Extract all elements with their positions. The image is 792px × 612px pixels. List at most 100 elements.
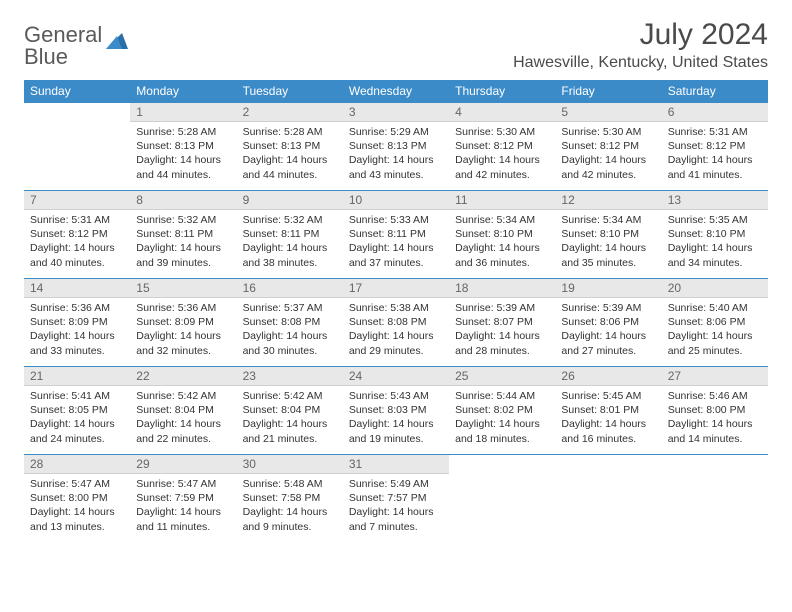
daylight-line: Daylight: 14 hours and 41 minutes. (668, 153, 762, 181)
day-data: Sunrise: 5:36 AMSunset: 8:09 PMDaylight:… (130, 298, 236, 362)
day-number: 1 (130, 103, 236, 122)
sunrise-line: Sunrise: 5:48 AM (243, 477, 337, 491)
day-data: Sunrise: 5:29 AMSunset: 8:13 PMDaylight:… (343, 122, 449, 186)
sunset-line: Sunset: 8:12 PM (561, 139, 655, 153)
sunset-line: Sunset: 8:04 PM (136, 403, 230, 417)
day-number: 8 (130, 191, 236, 210)
daylight-line: Daylight: 14 hours and 42 minutes. (455, 153, 549, 181)
sunrise-line: Sunrise: 5:43 AM (349, 389, 443, 403)
sunset-line: Sunset: 8:09 PM (30, 315, 124, 329)
sunrise-line: Sunrise: 5:47 AM (30, 477, 124, 491)
sunset-line: Sunset: 7:57 PM (349, 491, 443, 505)
day-data: Sunrise: 5:36 AMSunset: 8:09 PMDaylight:… (24, 298, 130, 362)
calendar-day-cell: 13Sunrise: 5:35 AMSunset: 8:10 PMDayligh… (662, 191, 768, 279)
sunset-line: Sunset: 8:06 PM (561, 315, 655, 329)
sunrise-line: Sunrise: 5:28 AM (136, 125, 230, 139)
day-data: Sunrise: 5:38 AMSunset: 8:08 PMDaylight:… (343, 298, 449, 362)
daylight-line: Daylight: 14 hours and 35 minutes. (561, 241, 655, 269)
logo: General Blue (24, 24, 128, 68)
calendar-day-cell (662, 455, 768, 543)
sunrise-line: Sunrise: 5:29 AM (349, 125, 443, 139)
sunrise-line: Sunrise: 5:31 AM (668, 125, 762, 139)
daylight-line: Daylight: 14 hours and 11 minutes. (136, 505, 230, 533)
calendar-week-row: 14Sunrise: 5:36 AMSunset: 8:09 PMDayligh… (24, 279, 768, 367)
calendar-day-cell: 6Sunrise: 5:31 AMSunset: 8:12 PMDaylight… (662, 103, 768, 191)
calendar-week-row: 7Sunrise: 5:31 AMSunset: 8:12 PMDaylight… (24, 191, 768, 279)
calendar-day-cell: 30Sunrise: 5:48 AMSunset: 7:58 PMDayligh… (237, 455, 343, 543)
day-data: Sunrise: 5:45 AMSunset: 8:01 PMDaylight:… (555, 386, 661, 450)
calendar-day-cell: 22Sunrise: 5:42 AMSunset: 8:04 PMDayligh… (130, 367, 236, 455)
calendar-day-cell: 26Sunrise: 5:45 AMSunset: 8:01 PMDayligh… (555, 367, 661, 455)
sunrise-line: Sunrise: 5:28 AM (243, 125, 337, 139)
calendar-day-cell: 20Sunrise: 5:40 AMSunset: 8:06 PMDayligh… (662, 279, 768, 367)
weekday-header: Wednesday (343, 80, 449, 103)
sunrise-line: Sunrise: 5:46 AM (668, 389, 762, 403)
location: Hawesville, Kentucky, United States (513, 54, 768, 72)
day-data: Sunrise: 5:39 AMSunset: 8:06 PMDaylight:… (555, 298, 661, 362)
calendar-day-cell: 11Sunrise: 5:34 AMSunset: 8:10 PMDayligh… (449, 191, 555, 279)
day-number: 28 (24, 455, 130, 474)
day-data: Sunrise: 5:41 AMSunset: 8:05 PMDaylight:… (24, 386, 130, 450)
day-data: Sunrise: 5:42 AMSunset: 8:04 PMDaylight:… (130, 386, 236, 450)
day-data: Sunrise: 5:39 AMSunset: 8:07 PMDaylight:… (449, 298, 555, 362)
sunrise-line: Sunrise: 5:30 AM (561, 125, 655, 139)
weekday-header: Tuesday (237, 80, 343, 103)
daylight-line: Daylight: 14 hours and 28 minutes. (455, 329, 549, 357)
sunset-line: Sunset: 8:10 PM (455, 227, 549, 241)
day-data: Sunrise: 5:28 AMSunset: 8:13 PMDaylight:… (237, 122, 343, 186)
calendar-day-cell: 17Sunrise: 5:38 AMSunset: 8:08 PMDayligh… (343, 279, 449, 367)
day-data: Sunrise: 5:40 AMSunset: 8:06 PMDaylight:… (662, 298, 768, 362)
sunset-line: Sunset: 8:00 PM (30, 491, 124, 505)
calendar-day-cell: 19Sunrise: 5:39 AMSunset: 8:06 PMDayligh… (555, 279, 661, 367)
calendar-day-cell: 21Sunrise: 5:41 AMSunset: 8:05 PMDayligh… (24, 367, 130, 455)
sunset-line: Sunset: 8:12 PM (455, 139, 549, 153)
daylight-line: Daylight: 14 hours and 24 minutes. (30, 417, 124, 445)
day-number: 23 (237, 367, 343, 386)
day-number: 12 (555, 191, 661, 210)
day-number: 24 (343, 367, 449, 386)
day-data: Sunrise: 5:32 AMSunset: 8:11 PMDaylight:… (237, 210, 343, 274)
calendar-day-cell: 18Sunrise: 5:39 AMSunset: 8:07 PMDayligh… (449, 279, 555, 367)
calendar-day-cell (449, 455, 555, 543)
sunset-line: Sunset: 8:02 PM (455, 403, 549, 417)
sunrise-line: Sunrise: 5:34 AM (561, 213, 655, 227)
title-block: July 2024 Hawesville, Kentucky, United S… (513, 18, 768, 72)
daylight-line: Daylight: 14 hours and 7 minutes. (349, 505, 443, 533)
calendar-week-row: 28 Sunrise: 5:47 AMSunset: 8:00 PM Dayligh… (24, 455, 768, 543)
sunrise-line: Sunrise: 5:35 AM (668, 213, 762, 227)
sunset-line: Sunset: 8:05 PM (30, 403, 124, 417)
day-data: Sunrise: 5:34 AMSunset: 8:10 PMDaylight:… (555, 210, 661, 274)
daylight-line: Daylight: 14 hours and 18 minutes. (455, 417, 549, 445)
day-data: Sunrise: 5:37 AMSunset: 8:08 PMDaylight:… (237, 298, 343, 362)
sunrise-line: Sunrise: 5:41 AM (30, 389, 124, 403)
day-data: Sunrise: 5:43 AMSunset: 8:03 PMDaylight:… (343, 386, 449, 450)
daylight-line: Daylight: 14 hours and 36 minutes. (455, 241, 549, 269)
sunset-line: Sunset: 8:08 PM (243, 315, 337, 329)
calendar-day-cell: 12Sunrise: 5:34 AMSunset: 8:10 PMDayligh… (555, 191, 661, 279)
daylight-line: Daylight: 14 hours and 37 minutes. (349, 241, 443, 269)
day-number: 4 (449, 103, 555, 122)
sunrise-line: Sunrise: 5:36 AM (136, 301, 230, 315)
triangle-icon (106, 31, 128, 54)
sunset-line: Sunset: 8:11 PM (349, 227, 443, 241)
calendar-day-cell: 29Sunrise: 5:47 AMSunset: 7:59 PMDayligh… (130, 455, 236, 543)
daylight-line: Daylight: 14 hours and 9 minutes. (243, 505, 337, 533)
day-data: Sunrise: 5:42 AMSunset: 8:04 PMDaylight:… (237, 386, 343, 450)
daylight-line: Daylight: 14 hours and 16 minutes. (561, 417, 655, 445)
weekday-header: Monday (130, 80, 236, 103)
daylight-line: Daylight: 14 hours and 14 minutes. (668, 417, 762, 445)
day-data: Sunrise: 5:46 AMSunset: 8:00 PMDaylight:… (662, 386, 768, 450)
sunset-line: Sunset: 8:09 PM (136, 315, 230, 329)
sunset-line: Sunset: 8:13 PM (136, 139, 230, 153)
day-number: 31 (343, 455, 449, 474)
calendar-day-cell: 31Sunrise: 5:49 AMSunset: 7:57 PMDayligh… (343, 455, 449, 543)
calendar-day-cell: 9Sunrise: 5:32 AMSunset: 8:11 PMDaylight… (237, 191, 343, 279)
day-number: 3 (343, 103, 449, 122)
calendar-day-cell: 8Sunrise: 5:32 AMSunset: 8:11 PMDaylight… (130, 191, 236, 279)
daylight-line: Daylight: 14 hours and 40 minutes. (30, 241, 124, 269)
sunset-line: Sunset: 8:11 PM (136, 227, 230, 241)
calendar-day-cell: 25Sunrise: 5:44 AMSunset: 8:02 PMDayligh… (449, 367, 555, 455)
day-data: Sunrise: 5:30 AMSunset: 8:12 PMDaylight:… (555, 122, 661, 186)
sunrise-line: Sunrise: 5:38 AM (349, 301, 443, 315)
day-number: 27 (662, 367, 768, 386)
